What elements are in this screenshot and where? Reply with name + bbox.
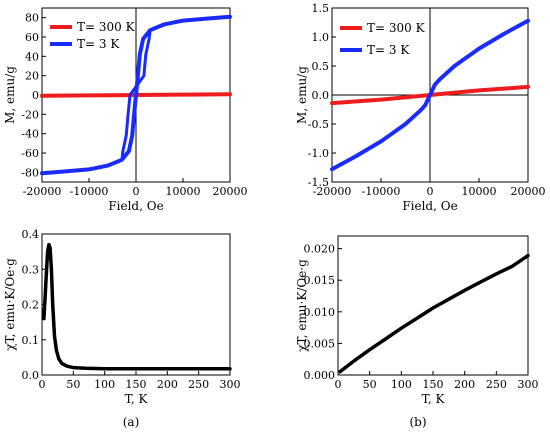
panel-label-b: (b) <box>409 415 426 429</box>
x-tick-label: 10000 <box>166 185 201 198</box>
x-tick-label: 200 <box>454 378 475 391</box>
panel-label-a: (a) <box>123 415 140 429</box>
x-tick-label: 50 <box>363 378 377 391</box>
legend-label: T= 3 K <box>367 43 410 57</box>
x-tick-label: -20000 <box>313 185 352 198</box>
x-tick-label: 300 <box>220 378 241 391</box>
x-tick-label: 300 <box>518 378 539 391</box>
y-tick-label: -40 <box>21 128 39 141</box>
y-tick-label: 0.015 <box>304 274 336 287</box>
x-tick-label: 20000 <box>213 185 248 198</box>
plot-frame <box>41 233 231 376</box>
series-line <box>330 18 530 172</box>
y-tick-label: -60 <box>21 147 39 160</box>
y-tick-label: 20 <box>25 70 39 83</box>
plot-frame <box>337 235 529 376</box>
x-tick-label: 200 <box>157 378 178 391</box>
y-tick-label: -1.0 <box>308 147 329 160</box>
chart-a-top-hysteresis: -20000 -10000 0 10000 20000 -80 -60 -40 -20 0 20 40… <box>3 7 248 213</box>
series-line <box>338 253 530 374</box>
series-line <box>42 242 232 371</box>
series-line-branch <box>41 15 231 175</box>
x-tick-label: 0 <box>427 185 434 198</box>
y-tick-label: 0.1 <box>22 334 40 347</box>
y-axis-label: χT, emu·K/Oe·g <box>295 259 309 352</box>
x-tick-label: 100 <box>391 378 412 391</box>
y-tick-label: 40 <box>25 50 39 63</box>
x-axis-label: Field, Oe <box>108 199 163 213</box>
x-tick-label: 10000 <box>462 185 497 198</box>
y-tick-label: 0.4 <box>22 228 40 241</box>
legend-label: T= 3 K <box>77 37 120 51</box>
chart-b-bottom-chiT: 0 50 100 150 200 250 300 0.000 0.005 0.010 0.015 0.… <box>295 235 539 406</box>
y-tick-label: 0.2 <box>22 299 40 312</box>
y-tick-label: 0.3 <box>22 263 40 276</box>
y-tick-label: 0.0 <box>312 89 330 102</box>
y-tick-label: 1.0 <box>312 31 330 44</box>
x-tick-label: -20000 <box>23 185 62 198</box>
y-tick-label: 80 <box>25 12 39 25</box>
y-tick-label: 0.010 <box>304 306 336 319</box>
y-tick-label: 0.5 <box>312 60 330 73</box>
x-axis-label: T, K <box>422 392 446 406</box>
chart-b-top-hysteresis: -20000 -10000 0 10000 20000 -1.5 -1.0 -0.5 0.0 0.… <box>295 2 546 213</box>
x-axis-label: T, K <box>125 392 149 406</box>
y-tick-label: 0.020 <box>304 243 336 256</box>
x-tick-label: 150 <box>423 378 444 391</box>
x-tick-label: 0 <box>39 378 46 391</box>
y-axis-label: M, emu/g <box>3 66 17 124</box>
y-tick-label: -20 <box>21 108 39 121</box>
y-tick-label: -0.5 <box>308 118 329 131</box>
x-tick-label: 20000 <box>511 185 546 198</box>
legend-label: T= 300 K <box>77 20 136 34</box>
legend-label: T= 300 K <box>367 21 426 35</box>
y-tick-label: 1.5 <box>312 2 330 15</box>
x-tick-label: 100 <box>94 378 115 391</box>
y-axis-label: χT, emu·K/Oe·g <box>3 258 17 351</box>
x-tick-label: 0 <box>335 378 342 391</box>
y-tick-label: 0.0 <box>22 369 40 382</box>
x-tick-label: 50 <box>66 378 80 391</box>
y-tick-label: 0 <box>32 89 39 102</box>
x-axis-label: Field, Oe <box>402 199 457 213</box>
x-tick-label: -10000 <box>362 185 401 198</box>
y-tick-label: 0.000 <box>304 369 336 382</box>
y-axis-label: M, emu/g <box>295 66 309 124</box>
x-tick-label: 250 <box>486 378 507 391</box>
x-tick-label: -10000 <box>70 185 109 198</box>
x-tick-label: 150 <box>126 378 147 391</box>
y-tick-label: 0.005 <box>304 337 336 350</box>
x-tick-label: 0 <box>133 185 140 198</box>
chart-a-bottom-chiT: 0 50 100 150 200 250 300 0.0 0.1 0.2 0.3 0.4 T, K χT,… <box>3 228 241 406</box>
y-tick-label: 60 <box>25 31 39 44</box>
y-tick-label: -80 <box>21 166 39 179</box>
x-tick-label: 250 <box>188 378 209 391</box>
y-tick-label: -1.5 <box>308 176 329 189</box>
